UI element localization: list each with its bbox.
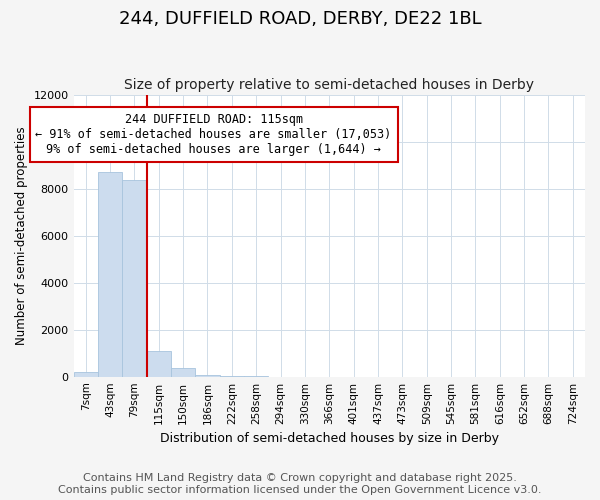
X-axis label: Distribution of semi-detached houses by size in Derby: Distribution of semi-detached houses by … (160, 432, 499, 445)
Title: Size of property relative to semi-detached houses in Derby: Size of property relative to semi-detach… (124, 78, 534, 92)
Text: 244 DUFFIELD ROAD: 115sqm
← 91% of semi-detached houses are smaller (17,053)
9% : 244 DUFFIELD ROAD: 115sqm ← 91% of semi-… (35, 114, 392, 156)
Bar (196, 374, 220, 376)
Bar (146, 351, 171, 376)
Bar (171, 368, 196, 376)
Bar (122, 180, 146, 376)
Y-axis label: Number of semi-detached properties: Number of semi-detached properties (15, 126, 28, 345)
Text: Contains HM Land Registry data © Crown copyright and database right 2025.
Contai: Contains HM Land Registry data © Crown c… (58, 474, 542, 495)
Text: 244, DUFFIELD ROAD, DERBY, DE22 1BL: 244, DUFFIELD ROAD, DERBY, DE22 1BL (119, 10, 481, 28)
Bar (98, 172, 122, 376)
Bar (74, 372, 98, 376)
